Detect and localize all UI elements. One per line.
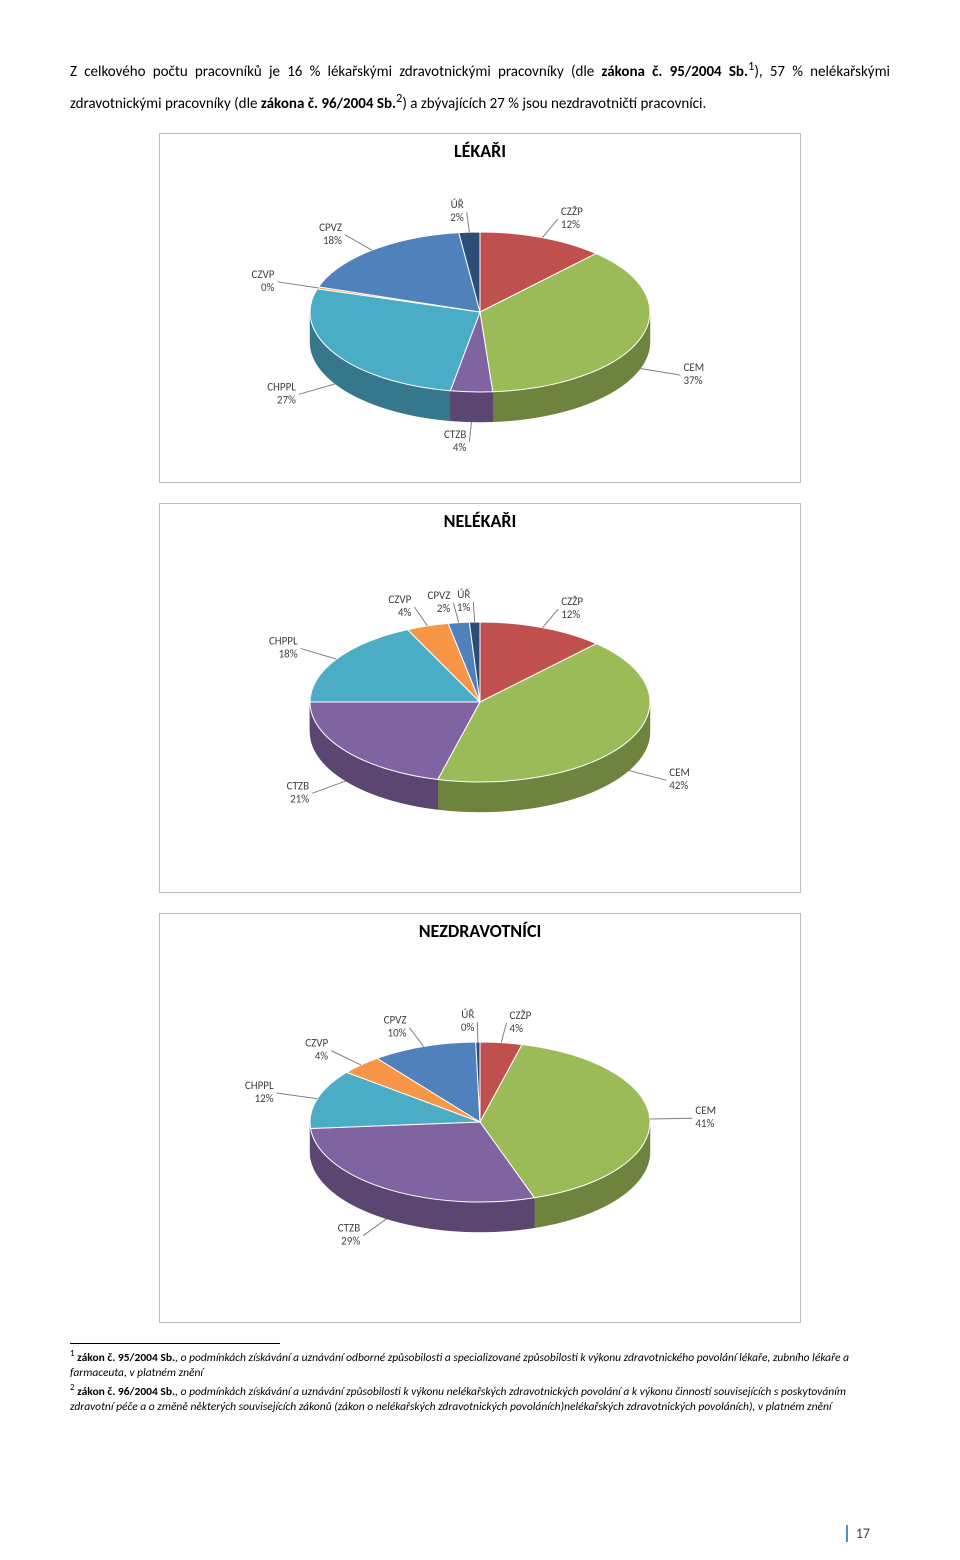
label-pct-CZZP: 12%: [561, 218, 580, 231]
p-law1: zákona č. 95/2004 Sb.: [601, 63, 748, 81]
label-CHPPL: CHPPL: [267, 380, 296, 393]
label-CHPPL: CHPPL: [245, 1079, 274, 1092]
label-pct-CPVZ: 2%: [437, 602, 451, 615]
pie-svg: CZŽP 12% CEM 42% CTZB 21% CHPPL 18% CZVP…: [160, 532, 800, 892]
label-pct-UR: 1%: [457, 601, 471, 614]
pie-svg: CZŽP 4% CEM 41% CTZB 29% CHPPL 12% CZVP …: [160, 942, 800, 1322]
label-pct-CEM: 42%: [669, 779, 688, 792]
label-pct-CEM: 41%: [695, 1117, 714, 1130]
leader-UR: [467, 212, 470, 232]
pie-svg: CZŽP 12% CEM 37% CTZB 4% CHPPL 27% CZVP …: [160, 162, 800, 482]
label-CZVP: CZVP: [251, 268, 274, 281]
label-UR: ÚŘ: [461, 1008, 474, 1021]
label-pct-CHPPL: 18%: [279, 647, 298, 660]
leader-CHPPL: [277, 1093, 318, 1099]
chart-NEZDRAVOTNÍCI: NEZDRAVOTNÍCI CZŽP 4% CEM 41% CTZB 29% C…: [159, 913, 801, 1323]
leader-CEM: [650, 1118, 692, 1119]
leader-CTZB: [363, 1219, 386, 1236]
p-text-3: ) a zbývajících 27 % jsou nezdravotničtí…: [402, 95, 706, 113]
label-pct-CPVZ: 18%: [323, 234, 342, 247]
leader-CZVP: [277, 282, 318, 288]
label-CZVP: CZVP: [305, 1037, 328, 1050]
fn2-bold: zákon č. 96/2004 Sb.: [77, 1385, 175, 1399]
label-CEM: CEM: [695, 1104, 716, 1117]
leader-CZVP: [331, 1051, 361, 1065]
leader-CPVZ: [410, 1028, 424, 1047]
label-CEM: CEM: [683, 361, 704, 374]
label-pct-CZZP: 4%: [510, 1022, 524, 1035]
leader-CZVP: [414, 607, 427, 626]
label-CZVP: CZVP: [388, 593, 411, 606]
page-number: 17: [846, 1525, 870, 1542]
chart-title: LÉKAŘI: [160, 134, 800, 162]
footnotes: 1 zákon č. 95/2004 Sb., o podmínkách zís…: [70, 1344, 890, 1416]
chart-LÉKAŘI: LÉKAŘI CZŽP 12% CEM 37% CTZB 4% CHPPL 27…: [159, 133, 801, 483]
label-CTZB: CTZB: [338, 1222, 360, 1235]
label-UR: ÚŘ: [451, 198, 464, 211]
fn2-italic: , o podmínkách získávání a uznávání způs…: [70, 1385, 846, 1415]
label-pct-CZVP: 0%: [261, 281, 275, 294]
label-CTZB: CTZB: [444, 428, 466, 441]
label-pct-CEM: 37%: [683, 374, 702, 387]
chart-NELÉKAŘI: NELÉKAŘI CZŽP 12% CEM 42% CTZB 21% CHPPL…: [159, 503, 801, 893]
charts-container: LÉKAŘI CZŽP 12% CEM 37% CTZB 4% CHPPL 27…: [70, 133, 890, 1323]
fn1-num: 1: [70, 1348, 75, 1359]
leader-CTZB: [469, 422, 471, 442]
leader-CZZP: [501, 1023, 506, 1043]
pie-side-CTZB: [450, 391, 492, 422]
leader-CZZP: [542, 219, 558, 238]
chart-title: NEZDRAVOTNÍCI: [160, 914, 800, 942]
label-pct-CHPPL: 12%: [255, 1092, 274, 1105]
footnotes-rule: 1 zákon č. 95/2004 Sb., o podmínkách zís…: [70, 1343, 280, 1416]
fn1-italic: , o podmínkách získávání a uznávání odbo…: [70, 1351, 849, 1381]
label-pct-CPVZ: 10%: [388, 1027, 407, 1040]
p-law2: zákona č. 96/2004 Sb.: [261, 95, 396, 113]
label-CHPPL: CHPPL: [269, 634, 298, 647]
label-CPVZ: CPVZ: [384, 1014, 407, 1027]
p-text-1: Z celkového počtu pracovníků je 16 % lék…: [70, 63, 601, 81]
footnote-1: 1 zákon č. 95/2004 Sb., o podmínkách zís…: [70, 1348, 890, 1382]
label-CZZP: CZŽP: [561, 205, 583, 218]
leader-CEM: [640, 369, 680, 376]
chart-title: NELÉKAŘI: [160, 504, 800, 532]
footnote-2: 2 zákon č. 96/2004 Sb., o podmínkách zís…: [70, 1382, 890, 1416]
label-CEM: CEM: [669, 766, 690, 779]
leader-UR: [477, 1022, 478, 1042]
leader-CTZB: [312, 781, 346, 793]
label-pct-CZZP: 12%: [561, 608, 580, 621]
label-pct-CZVP: 4%: [315, 1050, 329, 1063]
label-CZZP: CZŽP: [561, 595, 583, 608]
label-UR: ÚŘ: [457, 588, 470, 601]
document-page: Z celkového počtu pracovníků je 16 % lék…: [0, 0, 960, 1560]
leader-CZZP: [543, 609, 559, 628]
label-pct-CHPPL: 27%: [277, 393, 296, 406]
intro-paragraph: Z celkového počtu pracovníků je 16 % lék…: [70, 55, 890, 118]
fn2-num: 2: [70, 1382, 75, 1393]
label-pct-CTZB: 4%: [453, 441, 467, 454]
label-pct-CTZB: 29%: [341, 1235, 360, 1248]
label-CZZP: CZŽP: [510, 1009, 532, 1022]
fn1-bold: zákon č. 95/2004 Sb.: [77, 1351, 175, 1365]
leader-CPVZ: [345, 235, 372, 250]
label-pct-UR: 0%: [461, 1021, 475, 1034]
label-CPVZ: CPVZ: [427, 589, 450, 602]
label-pct-CTZB: 21%: [290, 792, 309, 805]
leader-CHPPL: [301, 648, 337, 659]
label-pct-UR: 2%: [450, 211, 464, 224]
label-pct-CZVP: 4%: [398, 606, 412, 619]
leader-CHPPL: [299, 384, 335, 394]
leader-CEM: [629, 771, 666, 781]
leader-UR: [473, 602, 474, 622]
label-CPVZ: CPVZ: [319, 221, 342, 234]
label-CTZB: CTZB: [287, 779, 309, 792]
